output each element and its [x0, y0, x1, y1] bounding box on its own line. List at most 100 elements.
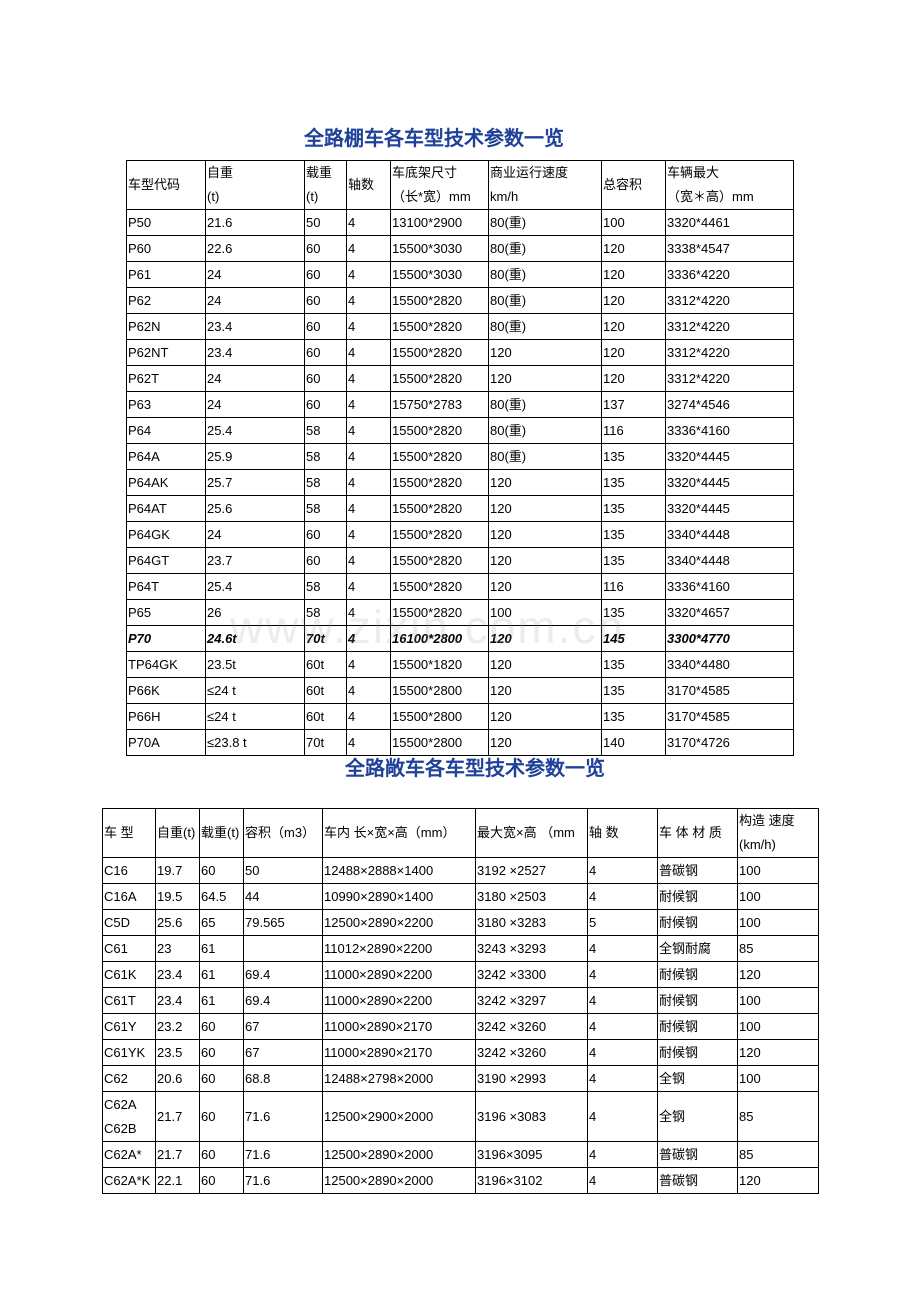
table-cell: 4	[346, 651, 391, 678]
table-cell: 60	[304, 365, 347, 392]
table-cell: 车型代码	[126, 160, 206, 210]
table-row: P50 21.6 50 4 13100*2900 80(重) 100 3320*4461	[126, 209, 794, 236]
table-cell: 21.7	[155, 1141, 200, 1168]
table-row: P63 24 60 4 15750*2783 80(重) 137 3274*4546	[126, 391, 794, 418]
table-cell: C62A C62B	[102, 1091, 156, 1142]
table-cell: 24	[205, 287, 305, 314]
table-cell: 25.9	[205, 443, 305, 470]
table-cell: 4	[587, 1065, 658, 1092]
table-cell: 24	[205, 261, 305, 288]
table-cell: 耐候钢	[657, 987, 738, 1014]
table-cell: 15500*2820	[390, 547, 489, 574]
table-cell: 50	[304, 209, 347, 236]
table-cell: ≤24 t	[205, 703, 305, 730]
table-cell: C61	[102, 935, 156, 962]
table-cell: P62T	[126, 365, 206, 392]
table-cell: 100	[737, 1065, 819, 1092]
table-cell: 自重(t)	[205, 160, 305, 210]
table-cell: 23.4	[205, 313, 305, 340]
table-cell: 69.4	[243, 961, 323, 988]
table-cell: 15500*2800	[390, 677, 489, 704]
table-row: C62A C62B 21.7 60 71.6 12500×2900×2000 3196 ×3…	[102, 1091, 819, 1142]
table-cell: 60	[304, 235, 347, 262]
table-row: P64A 25.9 58 4 15500*2820 80(重) 135 3320*4445	[126, 443, 794, 470]
table-cell: 85	[737, 935, 819, 962]
table-row: C5D 25.6 65 79.565 12500×2890×2200 3180 ×3283…	[102, 909, 819, 936]
table-cell: 15750*2783	[390, 391, 489, 418]
table-cell: 11000×2890×2170	[322, 1013, 476, 1040]
table-cell: 24	[205, 521, 305, 548]
table-cell: 23.4	[155, 987, 200, 1014]
table-cell: 80(重)	[488, 235, 602, 262]
table-cell: 135	[601, 495, 666, 522]
table-row: C16 19.7 60 50 12488×2888×1400 3192 ×2527 4 普碳钢…	[102, 857, 819, 884]
table-cell: 120	[488, 729, 602, 756]
table-row: P64T 25.4 58 4 15500*2820 120 116 3336*4160	[126, 573, 794, 600]
table-cell: 100	[488, 599, 602, 626]
table-row: C61 23 61 11012×2890×2200 3243 ×3293 4 全钢耐腐 85	[102, 935, 819, 962]
table-cell: 60	[304, 313, 347, 340]
table-cell: 23.4	[205, 339, 305, 366]
table-cell: 58	[304, 443, 347, 470]
table-cell: 3196×3095	[475, 1141, 588, 1168]
table-cell: 24.6t	[205, 625, 305, 652]
table-cell: 61	[199, 935, 244, 962]
table-cell: 15500*2820	[390, 313, 489, 340]
table-cell: 轴 数	[587, 808, 658, 858]
table-cell: 20.6	[155, 1065, 200, 1092]
table-cell: 25.6	[155, 909, 200, 936]
table-cell: 26	[205, 599, 305, 626]
table-cell: P64AK	[126, 469, 206, 496]
table-cell: 总容积	[601, 160, 666, 210]
table-cell: 自重(t)	[155, 808, 200, 858]
table-row: P64GK 24 60 4 15500*2820 120 135 3340*4448	[126, 521, 794, 548]
table-cell: 24	[205, 391, 305, 418]
table-cell: 58	[304, 573, 347, 600]
table-cell: 80(重)	[488, 391, 602, 418]
table-cell: 80(重)	[488, 287, 602, 314]
table-cell: ≤24 t	[205, 677, 305, 704]
table-cell: 79.565	[243, 909, 323, 936]
table-cell: 3340*4480	[665, 651, 794, 678]
table-cell: 61	[199, 987, 244, 1014]
table-cell: 全钢	[657, 1091, 738, 1142]
table-cell: 16100*2800	[390, 625, 489, 652]
table-cell: 4	[587, 987, 658, 1014]
table-cell: 85	[737, 1091, 819, 1142]
table-cell: 12488×2888×1400	[322, 857, 476, 884]
table-cell: 15500*3030	[390, 235, 489, 262]
table-row: C62A* 21.7 60 71.6 12500×2890×2000 3196×3095 4…	[102, 1141, 819, 1168]
table-cell: 车 型	[102, 808, 156, 858]
table-cell: 4	[346, 573, 391, 600]
table-cell: 3242 ×3297	[475, 987, 588, 1014]
table-cell: 22.6	[205, 235, 305, 262]
table-cell: 普碳钢	[657, 1141, 738, 1168]
table-cell: 85	[737, 1141, 819, 1168]
table-cell: 4	[346, 417, 391, 444]
table-cell: P65	[126, 599, 206, 626]
table-cell: 4	[346, 261, 391, 288]
table-cell: 100	[737, 909, 819, 936]
table-row: C62A*K 22.1 60 71.6 12500×2890×2000 3196×3102…	[102, 1167, 819, 1194]
table-cell: 15500*2820	[390, 287, 489, 314]
table-cell: 23.2	[155, 1013, 200, 1040]
table-cell: 构造 速度 (km/h)	[737, 808, 819, 858]
table-cell: 60	[304, 261, 347, 288]
table-cell: 120	[488, 495, 602, 522]
table-row: C61YK 23.5 60 67 11000×2890×2170 3242 ×3260 4 耐…	[102, 1039, 819, 1066]
table-cell: 58	[304, 599, 347, 626]
table-cell: C61K	[102, 961, 156, 988]
table-cell: 3320*4445	[665, 495, 794, 522]
table-cell: 4	[587, 1167, 658, 1194]
table-cell: 60	[199, 1167, 244, 1194]
table-row: P64AK 25.7 58 4 15500*2820 120 135 3320*4445	[126, 469, 794, 496]
table-cell: 60	[199, 1013, 244, 1040]
table-cell: 4	[346, 677, 391, 704]
table-cell: 60	[199, 1039, 244, 1066]
table-cell: 15500*2820	[390, 365, 489, 392]
table-cell: 23.4	[155, 961, 200, 988]
table-cell: 最大宽×高 （mm	[475, 808, 588, 858]
table-cell: 4	[587, 961, 658, 988]
table-cell: 3320*4461	[665, 209, 794, 236]
table-row: P62N 23.4 60 4 15500*2820 80(重) 120 3312*4220	[126, 313, 794, 340]
